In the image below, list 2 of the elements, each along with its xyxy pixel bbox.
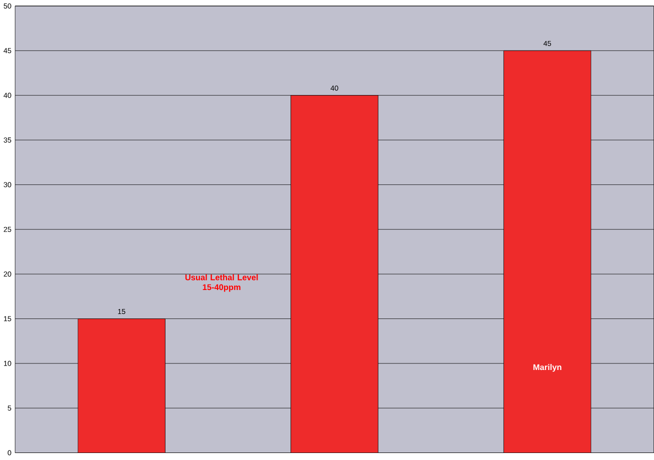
annotation: Marilyn (533, 364, 562, 372)
annotation: Usual Lethal Level 15-40ppm (185, 274, 258, 292)
